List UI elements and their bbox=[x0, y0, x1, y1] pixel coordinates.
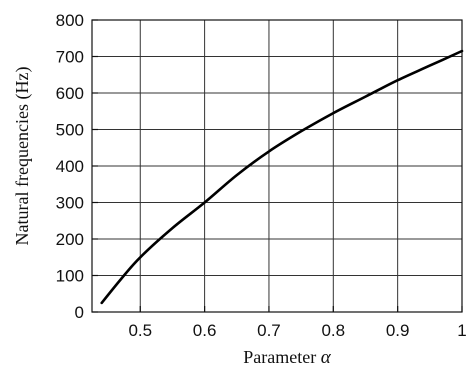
x-axis-title-text: Parameter bbox=[243, 347, 316, 367]
x-tick-label: 0.6 bbox=[193, 321, 217, 340]
y-axis-ticks: 0 100 200 300 400 500 600 700 800 bbox=[56, 11, 98, 322]
y-tick-label: 300 bbox=[56, 194, 84, 213]
x-axis-ticks: 0.5 0.6 0.7 0.8 0.9 1 bbox=[128, 306, 467, 340]
y-tick-label: 700 bbox=[56, 48, 84, 67]
x-tick-label: 0.9 bbox=[386, 321, 410, 340]
y-tick-label: 800 bbox=[56, 11, 84, 30]
y-axis-title: Natural frequencies (Hz) bbox=[12, 67, 33, 246]
x-tick-label: 0.5 bbox=[128, 321, 152, 340]
y-tick-label: 400 bbox=[56, 157, 84, 176]
y-tick-label: 500 bbox=[56, 121, 84, 140]
y-tick-label: 100 bbox=[56, 267, 84, 286]
series-line bbox=[100, 49, 464, 305]
y-tick-label: 200 bbox=[56, 230, 84, 249]
x-axis-title-symbol: α bbox=[321, 347, 332, 368]
x-tick-label: 1 bbox=[457, 321, 466, 340]
x-tick-label: 0.8 bbox=[321, 321, 345, 340]
x-tick-label: 0.7 bbox=[257, 321, 281, 340]
y-tick-label: 600 bbox=[56, 84, 84, 103]
x-axis-title: Parameter α bbox=[243, 347, 331, 368]
y-tick-label: 0 bbox=[75, 303, 84, 322]
grid-lines bbox=[92, 20, 462, 312]
